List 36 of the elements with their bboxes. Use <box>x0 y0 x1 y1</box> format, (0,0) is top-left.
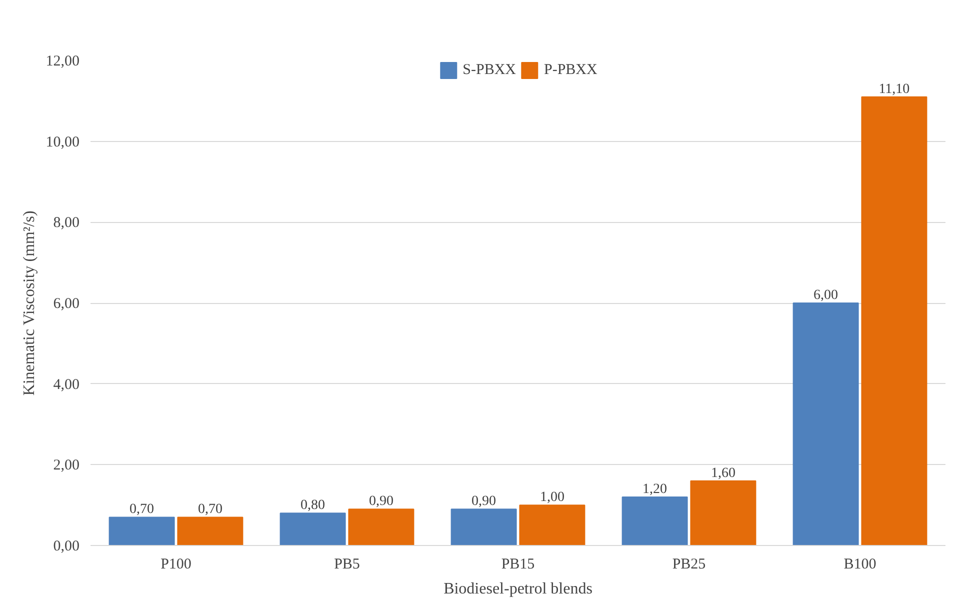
legend-label: P-PBXX <box>544 62 598 78</box>
bar <box>280 512 346 546</box>
data-label: 1,60 <box>710 466 736 481</box>
bar <box>348 508 414 546</box>
x-axis-title: Biodiesel-petrol blends <box>444 580 592 598</box>
y-tick-label: 8,00 <box>53 215 80 232</box>
legend-label: S-PBXX <box>462 62 516 78</box>
bar <box>690 480 756 546</box>
x-tick-label: B100 <box>844 556 876 572</box>
y-tick-label: 4,00 <box>53 376 80 393</box>
bar <box>177 516 244 546</box>
data-label: 0,90 <box>472 494 496 510</box>
bar <box>622 496 688 546</box>
data-label: 1,20 <box>642 482 668 497</box>
bar <box>519 504 586 546</box>
y-tick-label: 2,00 <box>53 458 80 474</box>
y-tick-label: 0,00 <box>53 538 80 554</box>
data-label: 1,00 <box>540 490 564 506</box>
data-label: 11,10 <box>878 82 910 97</box>
y-tick-label: 12,00 <box>46 54 80 70</box>
bar <box>108 516 175 546</box>
data-label: 0,70 <box>130 502 154 518</box>
x-tick-label: P100 <box>160 556 192 572</box>
data-label: 0,80 <box>300 498 326 514</box>
data-label: 0,70 <box>198 502 222 518</box>
bar <box>861 96 928 546</box>
bar <box>792 302 859 546</box>
x-tick-label: PB25 <box>672 556 706 572</box>
bar <box>450 508 517 546</box>
y-tick-label: 6,00 <box>53 296 80 312</box>
x-tick-label: PB5 <box>334 556 360 572</box>
data-label: 0,90 <box>368 494 394 510</box>
data-label: 6,00 <box>814 288 838 303</box>
y-tick-label: 10,00 <box>46 134 80 150</box>
x-tick-label: PB15 <box>501 556 535 572</box>
y-axis-title: Kinematic Viscosity (mm²/s) <box>20 210 38 396</box>
